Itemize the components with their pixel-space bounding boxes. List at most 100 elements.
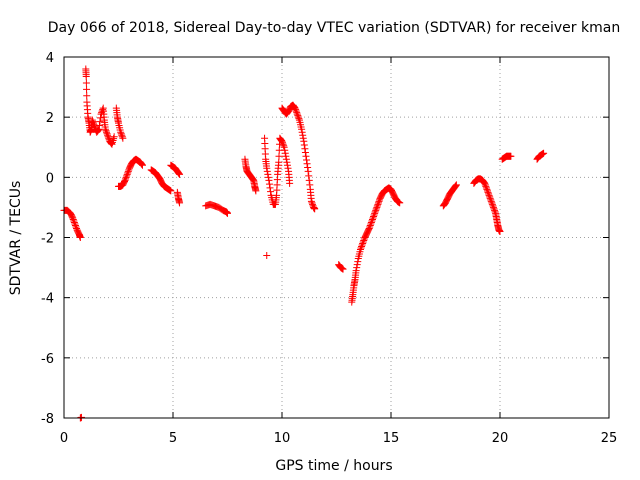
data-point	[371, 208, 379, 216]
x-tick-label: 15	[383, 431, 400, 446]
data-point	[359, 238, 367, 246]
data-point	[94, 126, 102, 134]
data-point	[489, 202, 497, 210]
data-point	[357, 244, 365, 252]
data-point	[167, 187, 175, 195]
data-point	[89, 118, 97, 126]
data-point	[299, 131, 307, 139]
data-point	[224, 209, 231, 217]
data-point	[82, 79, 90, 87]
data-point	[77, 413, 85, 421]
data-point	[540, 149, 548, 157]
data-point	[264, 170, 272, 178]
data-point	[278, 137, 286, 145]
data-point	[301, 149, 309, 157]
data-point	[367, 220, 375, 228]
data-point	[353, 261, 361, 269]
data-point	[358, 243, 366, 251]
data-point	[96, 118, 104, 126]
data-point	[481, 181, 489, 189]
data-point	[277, 136, 285, 144]
data-point	[370, 211, 378, 219]
data-point	[489, 203, 497, 211]
data-point	[367, 218, 375, 226]
data-point	[121, 176, 129, 184]
data-point	[365, 224, 373, 232]
data-point	[266, 184, 274, 192]
data-point	[304, 167, 312, 175]
data-point	[138, 161, 146, 169]
data-point	[118, 133, 126, 141]
data-point	[358, 241, 366, 249]
data-point	[117, 130, 125, 138]
data-point	[82, 73, 90, 81]
data-point	[138, 161, 146, 169]
data-point	[122, 175, 130, 183]
data-point	[99, 106, 107, 114]
data-point	[372, 205, 380, 213]
data-point	[491, 208, 499, 216]
data-point	[375, 197, 383, 205]
data-point	[123, 172, 131, 180]
y-tick-label: -8	[41, 412, 54, 427]
y-axis-title: SDTVAR / TECUs	[8, 181, 24, 296]
data-point	[137, 160, 145, 168]
data-point	[482, 182, 490, 190]
data-point	[283, 161, 291, 169]
x-tick-label: 5	[169, 431, 177, 446]
data-point	[102, 127, 110, 135]
data-point	[304, 164, 312, 172]
data-point	[71, 221, 79, 229]
data-point	[488, 199, 496, 207]
data-point	[291, 104, 299, 112]
data-point	[263, 164, 271, 172]
data-point	[303, 160, 311, 168]
data-point	[368, 215, 376, 223]
data-point	[483, 185, 491, 193]
data-point	[301, 145, 309, 153]
grid	[64, 57, 609, 418]
data-point	[280, 143, 288, 151]
data-point	[88, 116, 96, 124]
data-point	[302, 152, 310, 160]
data-point	[292, 107, 300, 115]
data-point	[485, 190, 493, 198]
data-point	[69, 214, 77, 222]
data-point	[483, 187, 491, 195]
data-point	[94, 127, 102, 135]
data-point	[91, 122, 99, 130]
data-point	[110, 133, 118, 141]
data-point	[83, 85, 91, 93]
y-tick-label: 0	[46, 171, 54, 186]
data-point	[374, 200, 382, 208]
data-point	[368, 217, 376, 225]
data-point	[95, 121, 103, 129]
data-point	[281, 146, 289, 154]
data-point	[359, 240, 367, 248]
data-point	[298, 125, 306, 133]
data-point	[275, 152, 283, 160]
data-point	[124, 169, 132, 177]
data-point	[71, 220, 79, 228]
data-point	[279, 140, 287, 148]
data-point	[282, 152, 290, 160]
data-point	[103, 130, 111, 138]
data-point	[119, 134, 127, 142]
data-point	[265, 176, 273, 184]
data-point	[176, 170, 184, 178]
y-tick-label: 4	[46, 51, 54, 66]
data-point	[305, 172, 313, 180]
data-point	[373, 203, 381, 211]
data-point	[97, 114, 105, 122]
data-point	[396, 199, 404, 207]
data-point	[451, 182, 459, 190]
data-point	[90, 121, 98, 129]
data-point	[295, 115, 303, 123]
data-point	[480, 178, 488, 186]
data-point	[70, 218, 78, 226]
data-point	[486, 193, 494, 201]
data-point	[360, 237, 368, 245]
data-point	[366, 221, 374, 229]
data-point	[281, 149, 289, 157]
y-tick-label: -2	[41, 232, 54, 247]
